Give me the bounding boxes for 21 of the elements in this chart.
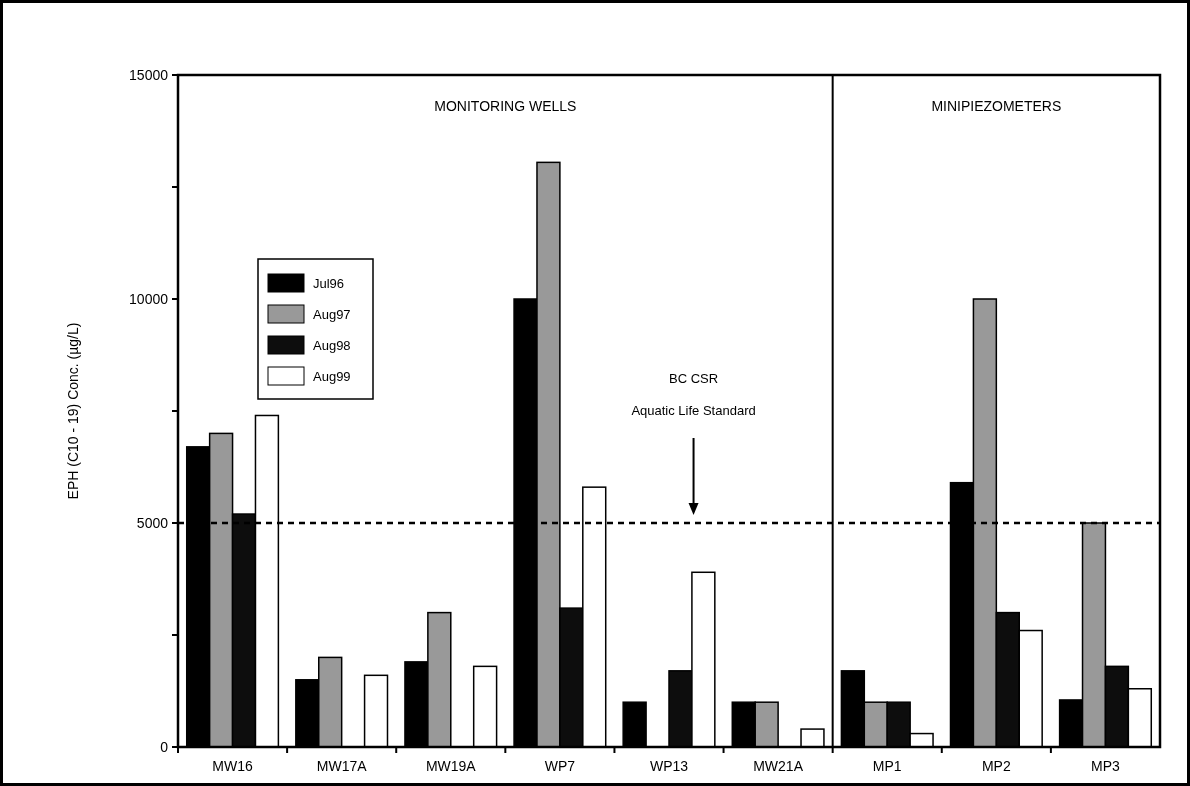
x-tick-label: MW17A	[316, 758, 368, 774]
annotation: MINIPIEZOMETERS	[931, 98, 1062, 114]
y-tick-label: 10000	[129, 290, 169, 307]
y-tick-label: 0	[160, 738, 169, 755]
annotation: MONITORING WELLS	[434, 98, 577, 114]
x-tick-label: MW21A	[753, 758, 804, 774]
x-tick-label: MW19A	[425, 758, 477, 774]
x-tick-label: WP13	[649, 758, 689, 774]
x-tick-label: MP1	[872, 758, 902, 774]
y-tick-label: 5000	[136, 514, 169, 531]
x-tick-label: MP2	[981, 758, 1011, 774]
y-axis-title: EPH (C10 - 19) Conc. (µg/L)	[65, 322, 81, 500]
y-tick-label: 15000	[129, 66, 169, 83]
legend-label: Aug98	[313, 337, 351, 353]
x-tick-label: MW16	[212, 758, 253, 774]
legend-label: Aug97	[313, 306, 351, 322]
x-tick-label: MP3	[1091, 758, 1121, 774]
legend-label: Jul96	[313, 275, 345, 291]
legend-label: Aug99	[313, 368, 351, 384]
x-tick-label: WP7	[544, 758, 576, 774]
text: BC CSR Aquatic Life Standard	[631, 371, 756, 418]
